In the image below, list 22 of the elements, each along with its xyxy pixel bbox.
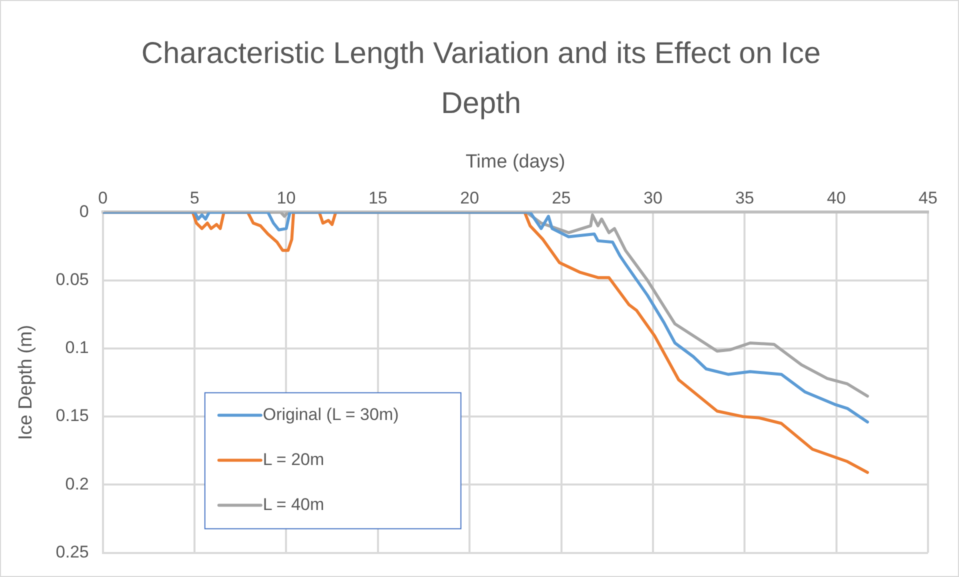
x-tick-label: 0 <box>98 188 108 208</box>
y-tick-label: 0.2 <box>65 474 89 494</box>
y-tick-label: 0 <box>79 202 89 221</box>
legend-label: L = 40m <box>262 494 324 514</box>
legend-label: L = 20m <box>262 450 324 469</box>
y-tick-label: 0.05 <box>56 270 89 290</box>
x-tick-label: 30 <box>644 188 662 208</box>
y-axis-title: Ice Depth (m) <box>16 324 37 440</box>
chart-title: Characteristic Length Variation and its Effect on Ice Depth <box>140 36 822 122</box>
y-tick-label: 0.1 <box>65 338 89 358</box>
y-tick-label: 0.15 <box>56 406 89 426</box>
x-tick-label: 10 <box>276 188 296 208</box>
x-tick-label: 15 <box>368 188 388 208</box>
y-tick-label: 0.25 <box>56 542 89 562</box>
x-axis-title: Time (days) <box>466 152 566 173</box>
x-tick-label: 40 <box>826 188 846 208</box>
x-tick-label: 5 <box>190 188 200 208</box>
x-tick-label: 20 <box>460 188 480 208</box>
x-tick-label: 35 <box>735 188 754 208</box>
legend-label: Original (L = 30m) <box>262 404 399 424</box>
x-tick-label: 25 <box>552 188 571 208</box>
x-tick-label: 45 <box>918 188 938 208</box>
